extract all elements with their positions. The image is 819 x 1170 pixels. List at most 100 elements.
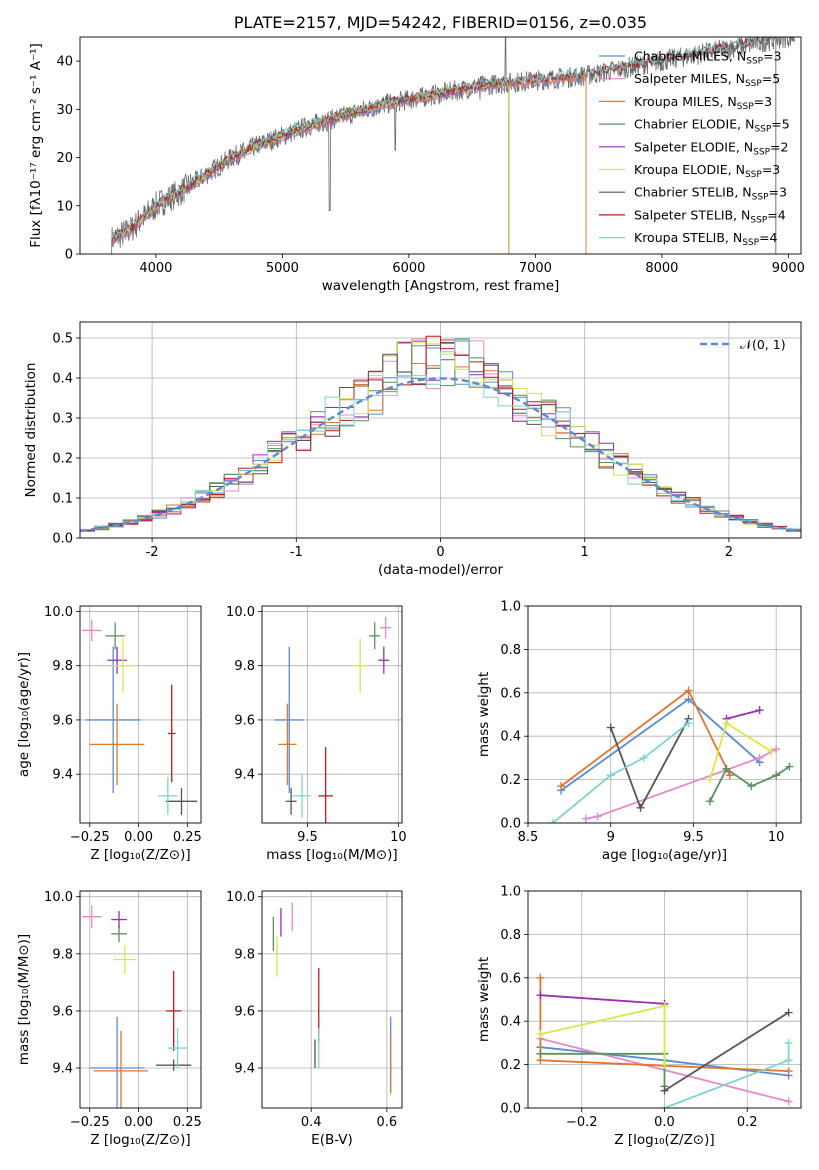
y-tick-label: 0.8 xyxy=(500,928,521,943)
x-tick-label: 0.00 xyxy=(124,830,153,845)
y-tick-label: 0.2 xyxy=(500,1058,521,1073)
errorbar-point xyxy=(156,1059,192,1071)
series-marker xyxy=(785,762,794,771)
x-tick-label: −0.25 xyxy=(70,1115,110,1130)
x-tick-label: 0.25 xyxy=(173,830,202,845)
y-tick-label: 1.0 xyxy=(500,600,521,615)
plot-area xyxy=(80,335,801,534)
legend-label: Salpeter MILES, NSSP=5 xyxy=(634,71,780,89)
series-line xyxy=(709,721,772,780)
y-axis-label: mass weight xyxy=(476,957,492,1042)
panel-age-massweight: 8.5 9 9.5 10 0.0 0.2 0.4 0.6 0.8 1.0 age [log₁₀(ag… xyxy=(476,600,802,863)
y-tick-label: 0.4 xyxy=(52,372,73,387)
x-axis-label: Z [log₁₀(Z/Z⊙)] xyxy=(614,1132,714,1148)
series-marker xyxy=(784,1008,793,1017)
plot-area xyxy=(111,37,796,254)
series-line xyxy=(552,722,690,823)
series-marker xyxy=(684,695,693,704)
y-tick-label: 40 xyxy=(56,55,73,70)
series-line xyxy=(540,1004,666,1065)
series-line xyxy=(726,709,760,720)
x-axis-label: (data-model)/error xyxy=(378,562,504,578)
series-marker xyxy=(772,745,781,754)
series-marker xyxy=(722,764,731,773)
y-tick-label: 9.6 xyxy=(52,1004,73,1019)
series-marker xyxy=(706,775,714,784)
gridlines xyxy=(527,605,801,824)
x-tick-label: 6000 xyxy=(392,261,425,276)
y-tick-label: 1.0 xyxy=(500,885,521,900)
model-line xyxy=(111,79,510,254)
errorbar-point xyxy=(278,703,297,786)
legend-label: Kroupa STELIB, NSSP=4 xyxy=(634,230,778,248)
errorbar-point xyxy=(167,684,176,783)
errorbar-point xyxy=(107,646,127,674)
y-tick-label: 10.0 xyxy=(44,605,73,620)
x-tick-label: 9.5 xyxy=(297,830,318,845)
y-tick-label: 10 xyxy=(56,199,73,214)
y-tick-label: 0.5 xyxy=(52,332,73,347)
series-marker xyxy=(606,771,615,780)
series-marker xyxy=(684,719,693,728)
series-marker xyxy=(557,782,566,791)
series-marker xyxy=(536,1049,545,1058)
series-marker xyxy=(660,1002,669,1011)
panel-ebv-mass: 0.4 0.6 9.4 9.6 9.8 10.0 E(B-V) xyxy=(226,890,403,1148)
plot-area xyxy=(548,686,794,823)
series-marker xyxy=(784,1056,793,1065)
plot-area xyxy=(272,902,392,1094)
series-marker xyxy=(784,1067,793,1076)
model-line xyxy=(111,74,587,254)
x-axis-label: mass [log₁₀(M/M⊙)] xyxy=(266,847,397,863)
errorbar-point xyxy=(285,787,297,815)
y-tick-label: 9.8 xyxy=(234,947,255,962)
y-tick-label: 9.8 xyxy=(52,947,73,962)
axes-frame xyxy=(261,890,403,1109)
series-line xyxy=(540,994,665,1005)
model-line xyxy=(111,78,510,254)
gridlines xyxy=(262,891,402,1108)
y-tick-label: 0.6 xyxy=(500,971,521,986)
model-line xyxy=(111,37,777,254)
series-marker xyxy=(536,991,545,1000)
model-line xyxy=(111,37,777,254)
legend: Chabrier MILES, NSSP=3 Salpeter MILES, NS… xyxy=(599,49,790,248)
errorbar-point xyxy=(89,703,145,786)
y-tick-label: 0.4 xyxy=(500,1015,521,1030)
legend-label: 𝒩(0, 1) xyxy=(740,337,786,352)
errorbar-point xyxy=(81,905,102,929)
x-tick-label: 10 xyxy=(390,830,407,845)
series-marker xyxy=(767,747,776,756)
plot-area xyxy=(81,905,192,1108)
panel-mass-age: 9.5 10 9.4 9.6 9.8 10.0 mass [log₁₀(M/M⊙)] xyxy=(226,605,407,863)
x-tick-label: 0.25 xyxy=(173,1115,202,1130)
series-marker xyxy=(639,753,648,762)
series-marker xyxy=(606,723,615,732)
series-marker xyxy=(581,814,590,823)
errorbar-point xyxy=(111,910,127,929)
errorbar-point xyxy=(318,747,333,823)
panel-z-mass: −0.25 0.00 0.25 9.4 9.6 9.8 10.0 Z [log₁₀(Z/Z⊙)… xyxy=(16,890,202,1148)
x-tick-label: 0.0 xyxy=(654,1115,675,1130)
series-marker xyxy=(747,782,756,791)
x-tick-label: 0.6 xyxy=(377,1115,398,1130)
errorbar-point xyxy=(109,638,137,693)
legend-label: Salpeter ELODIE, NSSP=2 xyxy=(634,139,788,157)
y-tick-label: 0.0 xyxy=(52,532,73,547)
x-tick-label: −0.25 xyxy=(70,830,110,845)
errorbar-point xyxy=(380,616,392,639)
x-tick-label: -2 xyxy=(146,545,159,560)
y-tick-label: 0.2 xyxy=(52,452,73,467)
x-tick-label: 9000 xyxy=(772,261,805,276)
y-tick-label: 9.6 xyxy=(52,713,73,728)
x-axis-label: Z [log₁₀(Z/Z⊙)] xyxy=(90,847,190,863)
y-tick-label: 10.0 xyxy=(44,890,73,905)
y-tick-label: 0.4 xyxy=(500,730,521,745)
errorbar-point xyxy=(369,622,381,650)
y-axis-label: Normed distribution xyxy=(23,363,39,498)
x-tick-label: 0.00 xyxy=(124,1115,153,1130)
x-tick-label: 9.5 xyxy=(683,830,704,845)
axes-frame xyxy=(527,605,802,824)
x-tick-label: 0 xyxy=(436,545,444,560)
